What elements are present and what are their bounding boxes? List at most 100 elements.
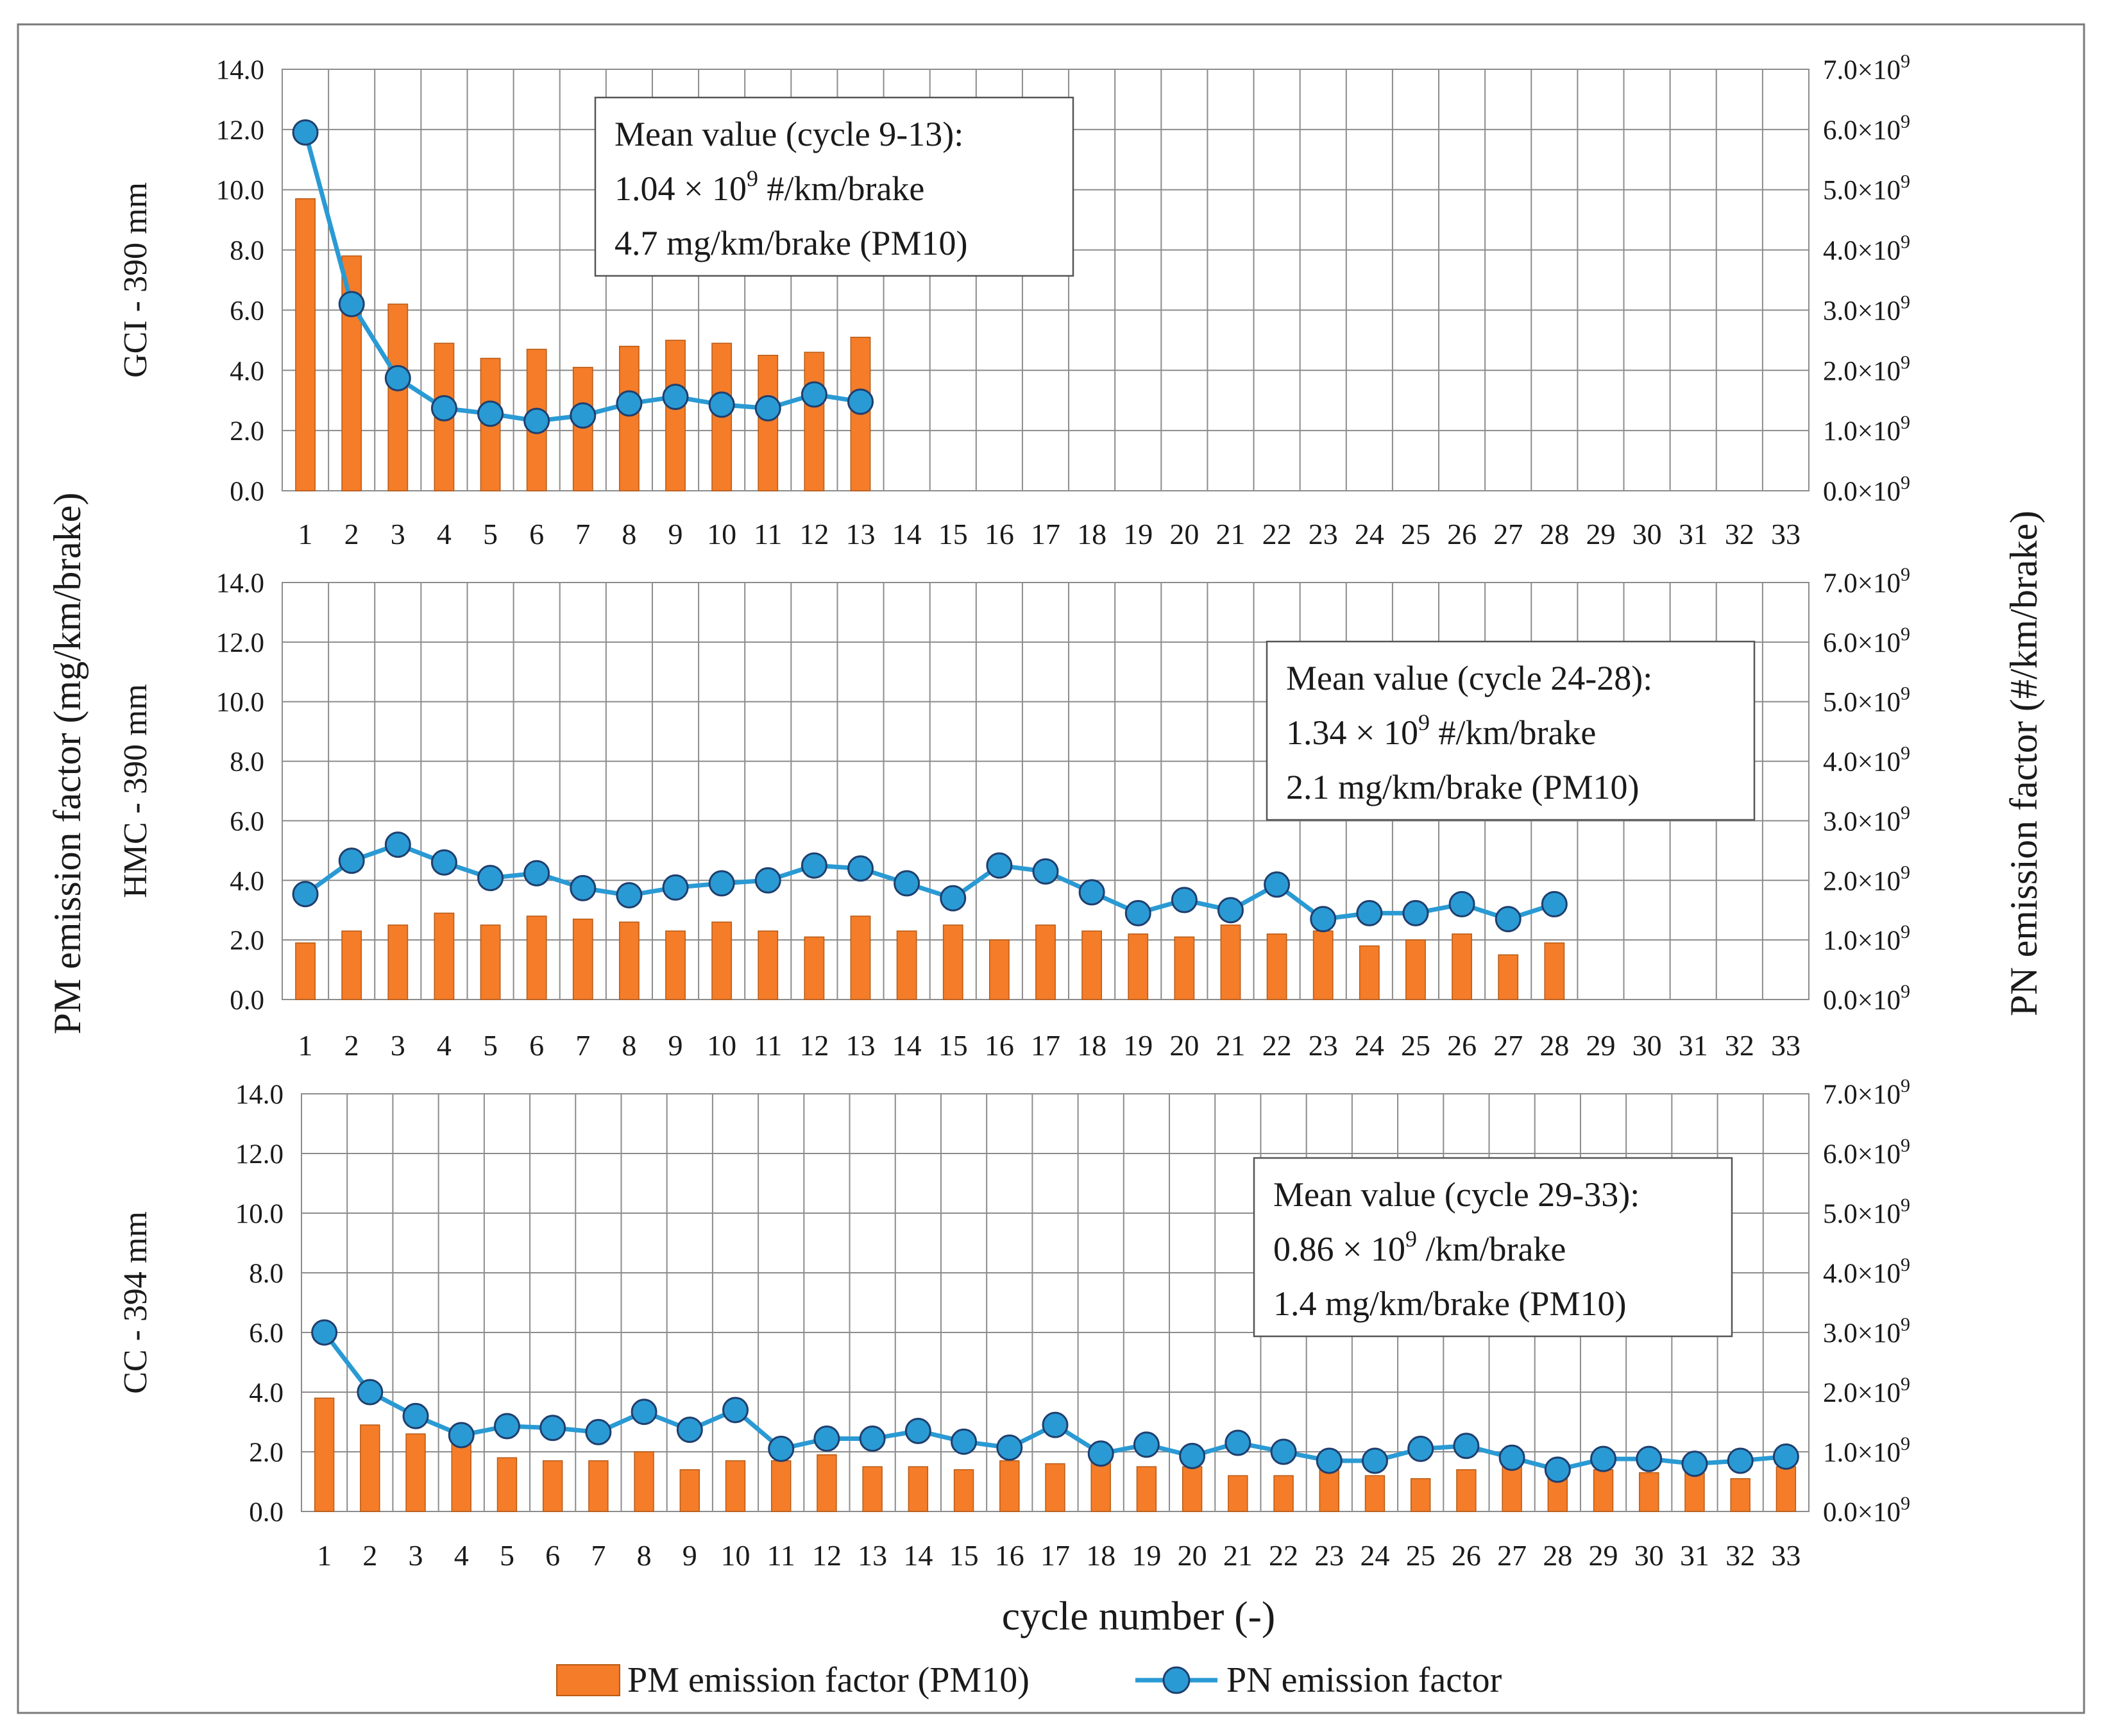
x-tick-label: 3 <box>391 518 405 550</box>
x-tick-label: 21 <box>1223 1539 1253 1572</box>
x-tick-label: 19 <box>1123 1029 1153 1062</box>
x-tick-label: 7 <box>575 1029 590 1062</box>
pn-point <box>754 867 781 894</box>
left-tick-label: 14.0 <box>216 568 264 599</box>
annotation-line-1: Mean value (cycle 29-33): <box>1273 1175 1640 1214</box>
pm-bar <box>1045 1463 1065 1512</box>
pm-bar <box>942 924 963 1000</box>
pn-point <box>1453 1433 1480 1459</box>
x-tick-label: 23 <box>1309 1029 1338 1062</box>
x-tick-label: 33 <box>1771 1539 1801 1572</box>
left-tick-label: 2.0 <box>230 416 264 447</box>
right-tick-label: 1.0×109 <box>1823 921 1910 956</box>
pn-point <box>1225 1429 1251 1456</box>
left-tick-label: 0.0 <box>230 477 264 507</box>
x-tick-label: 25 <box>1401 1029 1430 1062</box>
pm-bar <box>1452 933 1472 1000</box>
pm-bar <box>314 1397 335 1512</box>
x-tick-label: 28 <box>1539 1029 1569 1062</box>
x-tick-label: 1 <box>317 1539 332 1572</box>
x-tick-label: 18 <box>1086 1539 1115 1572</box>
x-tick-label: 12 <box>812 1539 842 1572</box>
annotation-line-3: 2.1 mg/km/brake (PM10) <box>1286 768 1639 806</box>
x-tick-label: 20 <box>1178 1539 1207 1572</box>
annotation-frame <box>1253 1157 1733 1338</box>
right-tick-label: 5.0×109 <box>1823 171 1910 206</box>
x-tick-label: 24 <box>1355 518 1384 550</box>
left-tick-label: 6.0 <box>230 806 264 837</box>
pn-point <box>1402 899 1429 926</box>
x-tick-label: 13 <box>846 518 876 550</box>
x-tick-label: 27 <box>1493 518 1523 550</box>
annotation-line-3: 1.4 mg/km/brake (PM10) <box>1273 1284 1626 1323</box>
x-tick-label: 32 <box>1725 1029 1754 1062</box>
pm-bar <box>434 912 455 1000</box>
annotation-box: Mean value (cycle 9-13): 1.04 × 109 #/km/… <box>594 96 1074 277</box>
pm-bar <box>1776 1466 1797 1512</box>
x-tick-label: 17 <box>1031 518 1060 550</box>
left-tick-label: 8.0 <box>230 236 264 266</box>
x-tick-label: 24 <box>1355 1029 1384 1062</box>
x-tick-label: 23 <box>1309 518 1338 550</box>
x-tick-label: 10 <box>721 1539 750 1572</box>
pn-point <box>585 1418 612 1445</box>
x-tick-label: 31 <box>1679 1029 1708 1062</box>
x-tick-label: 31 <box>1679 518 1708 550</box>
pn-point <box>813 1425 840 1452</box>
pn-point <box>384 364 411 391</box>
pn-point <box>768 1435 795 1462</box>
pn-point <box>847 388 874 415</box>
annotation-box: Mean value (cycle 24-28): 1.34 × 109 #/km… <box>1266 640 1756 821</box>
x-tick-label: 25 <box>1406 1539 1436 1572</box>
x-tick-label: 20 <box>1169 1029 1199 1062</box>
pm-bar <box>1498 954 1519 1000</box>
x-tick-label: 17 <box>1040 1539 1070 1572</box>
x-tick-label: 1 <box>298 1029 313 1062</box>
pn-point <box>570 874 597 901</box>
pm-bar <box>679 1469 700 1512</box>
pn-point <box>616 882 643 908</box>
x-tick-label: 3 <box>409 1539 423 1572</box>
x-tick-label: 18 <box>1077 1029 1106 1062</box>
pn-point <box>1179 1443 1206 1470</box>
x-tick-label: 13 <box>846 1029 876 1062</box>
left-tick-label: 4.0 <box>230 866 264 896</box>
right-tick-label: 7.0×109 <box>1823 564 1910 599</box>
pn-point <box>357 1379 384 1406</box>
left-tick-label: 6.0 <box>230 296 264 326</box>
pm-bar <box>295 198 316 491</box>
pm-bar <box>480 924 501 1000</box>
pn-point <box>940 885 967 912</box>
pn-point <box>1541 890 1568 917</box>
x-tick-label: 30 <box>1632 518 1662 550</box>
x-tick-label: 20 <box>1169 518 1199 550</box>
pm-bar <box>572 366 593 491</box>
pn-point <box>523 860 550 887</box>
pm-bar <box>1266 933 1287 1000</box>
x-tick-label: 28 <box>1543 1539 1572 1572</box>
x-tick-label: 19 <box>1132 1539 1161 1572</box>
right-tick-label: 0.0×109 <box>1823 1493 1910 1528</box>
pn-point <box>1171 887 1198 914</box>
pm-bar <box>1090 1460 1111 1512</box>
pm-bar <box>711 343 733 491</box>
x-tick-label: 14 <box>903 1539 933 1572</box>
right-tick-label: 2.0×109 <box>1823 1374 1910 1408</box>
x-tick-label: 10 <box>707 1029 736 1062</box>
pm-bar <box>295 942 316 1000</box>
left-axis-title: PM emission factor (mg/km/brake) <box>46 493 89 1035</box>
x-tick-label: 32 <box>1725 518 1754 550</box>
pm-bar <box>1405 939 1426 1000</box>
annotation-line-1: Mean value (cycle 9-13): <box>614 115 963 153</box>
x-tick-label: 1 <box>298 518 313 550</box>
right-tick-label: 0.0×109 <box>1823 981 1910 1016</box>
pn-point <box>1310 906 1337 933</box>
pm-bar <box>758 355 779 491</box>
x-tick-label: 10 <box>707 518 736 550</box>
x-tick-label: 6 <box>529 1029 544 1062</box>
x-tick-label: 26 <box>1447 1029 1477 1062</box>
pn-point <box>477 400 504 427</box>
x-tick-label: 22 <box>1269 1539 1298 1572</box>
x-tick-label: 12 <box>799 518 829 550</box>
pm-bar <box>619 345 640 491</box>
